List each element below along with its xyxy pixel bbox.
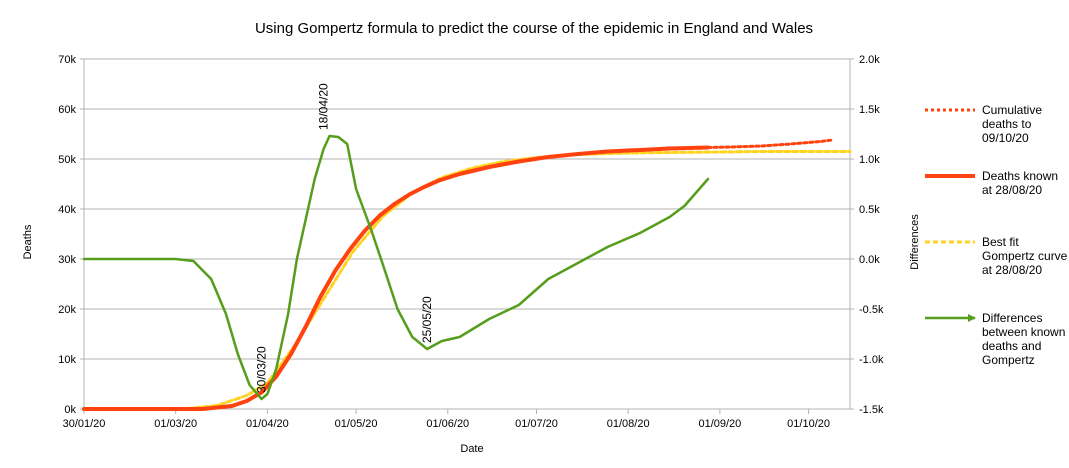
x-tick-label: 01/03/20 bbox=[154, 418, 197, 430]
y-tick-label: 40k bbox=[58, 204, 76, 216]
x-tick-label: 01/07/20 bbox=[515, 418, 558, 430]
legend-label-2: Best fit Gompertz curve at 28/08/20 bbox=[982, 235, 1068, 277]
legend: Cumulative deaths to 09/10/20 Deaths known a… bbox=[925, 103, 1068, 367]
y2-tick-label: -0.5k bbox=[859, 304, 884, 316]
y-tick-label: 20k bbox=[58, 304, 76, 316]
series-line-3 bbox=[82, 134, 710, 401]
series-line-2 bbox=[82, 150, 852, 411]
y2-tick-label: 1.0k bbox=[859, 154, 880, 166]
legend-arrow-marker bbox=[968, 314, 976, 322]
y-axis-label: Deaths bbox=[22, 224, 34, 259]
axes: 0k 10k 20k 30k 40k 50k 60k 70k -1.5k -1.0k -0.5k 0.… bbox=[58, 54, 884, 430]
x-tick-label: 01/05/20 bbox=[335, 418, 378, 430]
y-tick-label: 10k bbox=[58, 354, 76, 366]
x-tick-label: 01/08/20 bbox=[607, 418, 650, 430]
series-line-1 bbox=[82, 145, 710, 411]
gridlines bbox=[84, 58, 850, 410]
y-tick-label: 70k bbox=[58, 54, 76, 66]
x-tick-label: 01/10/20 bbox=[787, 418, 830, 430]
y2-tick-label: 0.5k bbox=[859, 204, 880, 216]
y-tick-label: 60k bbox=[58, 104, 76, 116]
x-axis-label: Date bbox=[460, 443, 483, 455]
annotation-label: 25/05/20 bbox=[420, 296, 434, 343]
y2-tick-label: -1.0k bbox=[859, 354, 884, 366]
y2-axis-label: Differences bbox=[909, 214, 921, 270]
x-tick-label: 01/06/20 bbox=[426, 418, 469, 430]
legend-label-0: Cumulative deaths to 09/10/20 bbox=[982, 103, 1042, 145]
y2-tick-label: -1.5k bbox=[859, 404, 884, 416]
annotation-label: 18/04/20 bbox=[317, 83, 331, 130]
annotation-label: 30/03/20 bbox=[254, 346, 268, 393]
annotations: 30/03/20 18/04/20 25/05/20 bbox=[254, 83, 434, 393]
legend-label-3: Differences between known deaths and Gomper… bbox=[982, 311, 1065, 367]
series-lines bbox=[82, 134, 852, 411]
x-tick-label: 01/09/20 bbox=[698, 418, 741, 430]
y2-tick-label: 1.5k bbox=[859, 104, 880, 116]
legend-label-1: Deaths known at 28/08/20 bbox=[982, 169, 1058, 197]
chart-title: Using Gompertz formula to predict the co… bbox=[255, 20, 813, 37]
y-tick-label: 50k bbox=[58, 154, 76, 166]
y-tick-label: 30k bbox=[58, 254, 76, 266]
x-tick-label: 30/01/20 bbox=[63, 418, 106, 430]
y2-tick-label: 0.0k bbox=[859, 254, 880, 266]
y-tick-label: 0k bbox=[64, 404, 76, 416]
x-tick-label: 01/04/20 bbox=[246, 418, 289, 430]
series-line-0 bbox=[706, 138, 834, 149]
y2-tick-label: 2.0k bbox=[859, 54, 880, 66]
